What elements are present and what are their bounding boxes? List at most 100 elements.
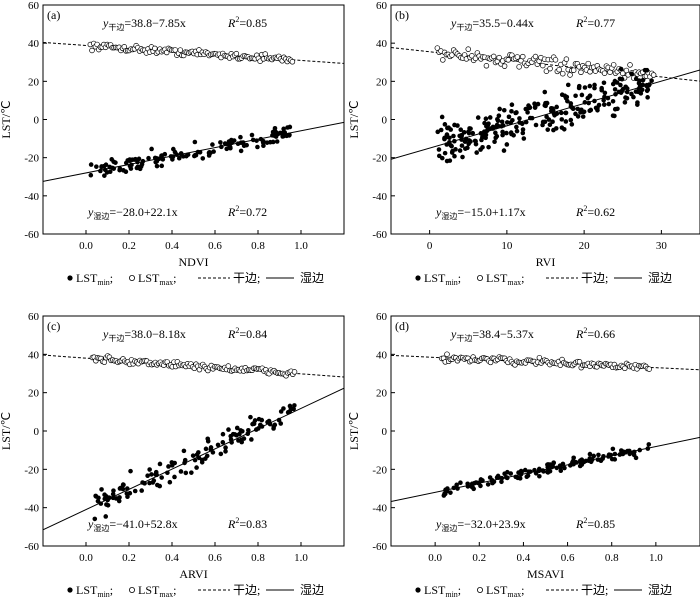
lst-min-point xyxy=(493,135,499,140)
lst-max-point xyxy=(233,50,240,57)
lst-max-point xyxy=(540,62,546,69)
y-tick-label: 60 xyxy=(28,311,40,323)
lst-min-point xyxy=(281,126,286,132)
lst-min-point xyxy=(586,458,591,463)
lst-min-point xyxy=(612,78,618,84)
lst-min-point xyxy=(559,117,565,122)
x-tick-label: 0.8 xyxy=(251,552,265,564)
lst-min-point xyxy=(473,138,478,144)
wet-edge-equation: y湿边=−28.0+22.1x xyxy=(87,205,178,221)
lst-min-point xyxy=(567,463,573,468)
legend-lst-min-marker xyxy=(67,275,73,281)
lst-min-point xyxy=(246,427,251,433)
dry-edge-equation: y干边=35.5−0.44x xyxy=(450,16,534,32)
legend-lst-min-label: LSTmin; xyxy=(76,271,113,287)
lst-min-point xyxy=(582,100,588,105)
lst-min-point xyxy=(646,442,652,447)
lst-min-point xyxy=(139,161,145,167)
lst-min-point xyxy=(521,136,527,141)
lst-max-point xyxy=(650,72,657,78)
lst-min-point xyxy=(142,481,147,486)
lst-min-point xyxy=(500,123,506,128)
lst-min-point xyxy=(261,143,266,149)
lst-max-point xyxy=(619,70,626,77)
lst-max-point xyxy=(570,67,577,73)
lst-min-point xyxy=(88,162,94,167)
lst-max-point xyxy=(532,53,539,60)
lst-min-point xyxy=(451,485,457,491)
lst-min-point xyxy=(480,144,485,150)
lst-min-point xyxy=(276,417,282,423)
lst-min-point xyxy=(623,95,628,100)
lst-min-point xyxy=(272,422,278,428)
chart-panel-1: -60 -40 -20 0 20 40 60 0 10 20 30 RVI LST/℃ (b) y干边=35… xyxy=(347,0,700,287)
lst-min-point xyxy=(110,491,116,497)
lst-min-point xyxy=(637,447,643,453)
lst-min-point xyxy=(228,433,234,439)
lst-min-point xyxy=(229,440,234,445)
plot-frame xyxy=(42,4,345,235)
plot-frame xyxy=(390,4,700,235)
y-axis-label: LST/℃ xyxy=(347,100,361,138)
lst-min-point xyxy=(185,152,191,157)
lst-min-point xyxy=(535,101,541,107)
lst-min-point xyxy=(442,150,448,156)
y-tick-label: -20 xyxy=(24,153,39,165)
lst-min-point xyxy=(250,137,256,143)
lst-min-point xyxy=(610,98,616,104)
lst-min-point xyxy=(197,149,203,155)
lst-max-point xyxy=(501,63,508,69)
lst-min-point xyxy=(540,122,545,128)
lst-min-point xyxy=(596,452,601,458)
wet-edge-equation: y湿边=−15.0+1.17x xyxy=(435,205,526,221)
lst-min-point xyxy=(580,114,586,119)
lst-min-point xyxy=(248,414,253,420)
wet-edge-equation: y湿边=−32.0+23.9x xyxy=(435,517,526,533)
wet-edge-r2: R2=0.83 xyxy=(227,516,267,531)
lst-min-point xyxy=(93,493,98,499)
wet-edge-line xyxy=(391,436,700,502)
dry-edge-r2: R2=0.85 xyxy=(227,15,267,30)
lst-min-point xyxy=(218,451,224,457)
lst-min-point xyxy=(617,452,623,457)
lst-min-point xyxy=(154,163,160,169)
lst-min-point xyxy=(520,130,526,136)
lst-min-point xyxy=(465,484,471,489)
lst-min-point xyxy=(568,117,574,123)
lst-min-point xyxy=(189,470,194,475)
lst-min-point xyxy=(463,146,468,151)
lst-min-point xyxy=(147,467,152,472)
lst-min-point xyxy=(638,91,644,96)
lst-min-point xyxy=(255,144,260,150)
lst-min-point xyxy=(518,472,524,477)
lst-max-point xyxy=(563,56,570,62)
x-tick-label: 0.6 xyxy=(208,552,222,564)
lst-min-point xyxy=(573,93,578,99)
lst-min-point xyxy=(285,125,290,130)
lst-min-point xyxy=(200,156,206,161)
lst-min-point xyxy=(110,495,116,501)
lst-min-point xyxy=(149,472,154,477)
lst-min-point xyxy=(514,110,519,115)
x-tick-label: 0.2 xyxy=(472,552,486,564)
legend-lst-min-marker xyxy=(415,587,421,593)
lst-min-point xyxy=(102,173,107,178)
legend-lst-max-marker xyxy=(476,274,483,281)
lst-min-point xyxy=(499,475,505,481)
lst-max-point xyxy=(560,70,566,77)
lst-min-point xyxy=(234,425,240,431)
lst-min-point xyxy=(149,146,154,152)
lst-min-point xyxy=(133,156,138,162)
lst-min-point xyxy=(132,488,138,494)
lst-min-point xyxy=(238,428,244,433)
lst-min-point xyxy=(636,80,642,86)
legend-lst-min-label: LSTmin; xyxy=(424,271,461,287)
x-tick-label: 0.2 xyxy=(122,552,136,564)
lst-min-point xyxy=(270,133,275,138)
lst-min-point xyxy=(542,119,548,125)
lst-min-point xyxy=(445,486,450,491)
lst-min-point xyxy=(470,130,476,136)
lst-max-point xyxy=(101,359,108,365)
lst-min-point xyxy=(453,147,458,152)
dry-edge-r2: R2=0.84 xyxy=(227,326,267,341)
